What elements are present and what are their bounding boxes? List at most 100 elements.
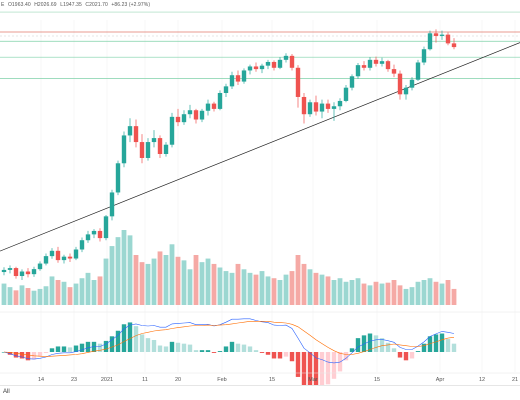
macd-histogram-bar xyxy=(175,342,181,352)
legend-high: H2026.69 xyxy=(34,2,57,8)
macd-histogram-bar xyxy=(271,352,277,359)
candle-body xyxy=(427,33,433,50)
macd-histogram-bar xyxy=(49,348,55,352)
volume-bar xyxy=(451,288,457,305)
candle xyxy=(439,30,445,40)
candle xyxy=(73,246,79,261)
macd-histogram-bar xyxy=(415,351,421,352)
candle-body xyxy=(175,116,181,123)
macd-histogram-bar xyxy=(427,336,433,352)
volume-bar xyxy=(67,287,73,305)
candle xyxy=(301,92,307,124)
candle xyxy=(211,101,217,112)
candle-body xyxy=(307,102,313,115)
volume-bar xyxy=(247,272,253,305)
volume-bar xyxy=(79,278,85,305)
macd-histogram-bar xyxy=(25,352,31,361)
volume-bar xyxy=(13,290,19,305)
legend-open: O1963.40 xyxy=(7,2,31,8)
candle xyxy=(415,59,421,82)
volume-bar xyxy=(331,280,337,305)
macd-histogram-bar xyxy=(169,341,175,352)
candle-body xyxy=(439,34,445,36)
x-tick-label: 11 xyxy=(142,377,148,383)
macd-histogram-bar xyxy=(115,330,121,352)
signal-line xyxy=(3,321,455,357)
volume-bar xyxy=(361,283,367,305)
macd-histogram-bar xyxy=(397,352,403,358)
volume-bar xyxy=(115,237,121,305)
volume-bar xyxy=(391,280,397,305)
bottom-toolbar: All xyxy=(0,385,520,400)
candle-body xyxy=(319,103,325,112)
macd-histogram-bar xyxy=(217,351,223,352)
volume-bar xyxy=(103,258,109,305)
volume-bar xyxy=(439,283,445,305)
macd-histogram-bar xyxy=(367,333,373,352)
candle-body xyxy=(91,230,97,235)
volume-bar xyxy=(211,263,217,305)
candle xyxy=(91,229,97,239)
volume-bar xyxy=(85,272,91,305)
candle xyxy=(1,267,7,276)
legend-change: +86.23 (+2.97%) xyxy=(111,2,151,8)
x-tick-label: 21 xyxy=(512,377,518,383)
candle-body xyxy=(271,61,277,68)
macd-histogram-bar xyxy=(223,346,229,352)
candle xyxy=(85,230,91,243)
macd-histogram-bar xyxy=(145,338,151,352)
candle-body xyxy=(235,75,241,82)
volume-bar xyxy=(181,260,187,305)
candle-body xyxy=(385,61,391,70)
candle-body xyxy=(397,73,403,95)
candle xyxy=(31,266,37,277)
macd-histogram-bar xyxy=(337,352,343,372)
candle-body xyxy=(289,55,295,68)
candle xyxy=(295,65,301,108)
macd-histogram-bar xyxy=(229,341,235,352)
candle-body xyxy=(169,116,175,145)
volume-bar xyxy=(319,274,325,305)
candle-body xyxy=(313,102,319,112)
volume-bar xyxy=(1,283,7,305)
candle-body xyxy=(391,69,397,74)
candle xyxy=(373,56,379,67)
volume-bar xyxy=(445,280,451,305)
volume-bar xyxy=(379,283,385,305)
macd-histogram-bar xyxy=(421,343,427,352)
candle xyxy=(61,254,67,264)
candle xyxy=(379,57,385,67)
candle-body xyxy=(25,271,31,275)
candle-body xyxy=(13,268,19,277)
volume-bar xyxy=(325,276,331,305)
candle xyxy=(391,64,397,78)
candle-body xyxy=(241,70,247,82)
candle xyxy=(37,261,43,271)
volume-bar xyxy=(295,255,301,305)
candle xyxy=(139,134,145,164)
candle xyxy=(277,57,283,70)
candle-body xyxy=(445,34,451,44)
candle-body xyxy=(433,33,439,36)
range-all-button[interactable]: All xyxy=(3,389,10,395)
volume-bar xyxy=(289,271,295,305)
macd-histogram-bar xyxy=(349,348,355,352)
volume-bar xyxy=(253,274,259,305)
candle xyxy=(19,269,25,280)
candle-body xyxy=(151,138,157,143)
volume-bar xyxy=(385,282,391,305)
candle-body xyxy=(205,103,211,111)
candle xyxy=(313,95,319,116)
volume-bar xyxy=(343,281,349,305)
chart-canvas[interactable]: 14 23 2021 11 20 Feb 15 Mar 15 Apr 12 21 xyxy=(0,0,520,385)
candle xyxy=(403,85,409,100)
volume-bar xyxy=(403,288,409,305)
candle xyxy=(445,32,451,46)
volume-bar xyxy=(139,262,145,305)
candle-body xyxy=(253,66,259,70)
candle xyxy=(229,71,235,90)
candle-body xyxy=(415,62,421,80)
volume-bar xyxy=(157,251,163,305)
macd-histogram-bar xyxy=(37,352,43,357)
candle-body xyxy=(139,142,145,158)
